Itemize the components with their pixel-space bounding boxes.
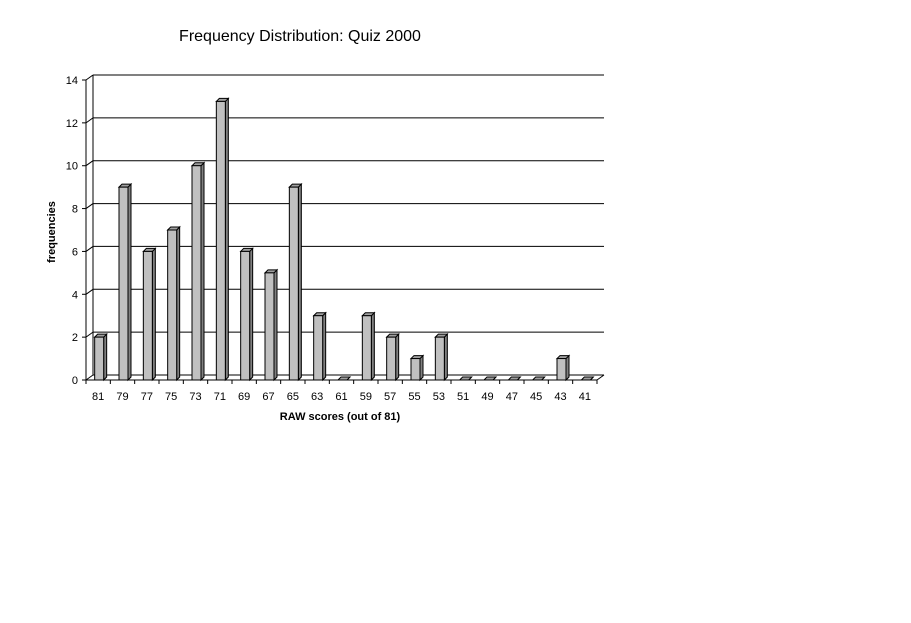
y-tick-label: 0 [72,375,78,387]
bar-front [386,336,397,381]
x-tick-label: 79 [116,391,128,403]
bar-front [191,165,202,381]
bar-81 [93,332,108,382]
bar-top [507,376,522,381]
y-tick-label: 12 [66,118,78,130]
bar-front [288,186,299,381]
bar-front [361,315,372,381]
y-tick-label: 4 [72,289,78,301]
x-axis-label: RAW scores (out of 81) [280,411,401,423]
x-tick-label: 77 [141,391,153,403]
x-tick-label: 57 [384,391,396,403]
x-tick-label: 65 [287,391,299,403]
y-tick-label: 8 [72,204,78,216]
y-tick-labels: 0 2 4 6 8 10 12 14 [66,75,78,387]
bar-front [556,358,567,381]
y-wall-tick [85,374,94,381]
bars [93,97,595,382]
bar-69 [239,247,254,382]
bar-63 [312,311,327,382]
floor-right-edge [596,374,605,381]
x-tick-label: 45 [530,391,542,403]
x-tick-label: 47 [506,391,518,403]
bar-front [167,229,178,381]
y-tick-label: 2 [72,332,78,344]
y-tick-label: 10 [66,161,78,173]
x-tick-label: 81 [92,391,104,403]
bar-55 [409,354,425,382]
bar-front [410,358,421,381]
x-tick-label: 59 [360,391,372,403]
bar-53 [434,332,449,382]
bar-41 [580,376,595,381]
bar-75 [166,225,181,382]
x-tick-label: 41 [579,391,591,403]
bar-45 [531,376,546,381]
bar-top [482,376,498,381]
bar-top [531,376,546,381]
x-tick-label: 75 [165,391,177,403]
y-wall-tick [85,117,94,124]
bar-front [215,100,226,381]
x-tick-label: 63 [311,391,323,403]
x-tick-label: 51 [457,391,469,403]
y-wall-tick [85,74,94,81]
bar-59 [361,311,376,382]
bar-top [336,376,352,381]
bar-front [434,336,445,381]
bar-77 [142,247,157,382]
x-tick-label: 69 [238,391,250,403]
y-tick-label: 6 [72,246,78,258]
bar-47 [507,376,522,381]
x-tick-label: 53 [433,391,445,403]
x-tick-label: 55 [408,391,420,403]
bar-73 [190,161,206,382]
bar-front [313,315,324,381]
x-tick-label: 49 [481,391,493,403]
y-wall-tick [85,331,94,338]
bar-43 [555,354,571,382]
x-tick-labels: 81 79 77 75 73 71 69 67 65 63 61 59 57 55 53 51 49 47 45 43… [85,380,598,403]
bar-65 [288,182,303,382]
bar-57 [385,332,400,382]
bar-61 [336,376,352,381]
bar-front [142,250,153,381]
chart-title: Frequency Distribution: Quiz 2000 [179,28,421,45]
bar-front [118,186,129,381]
bar-49 [482,376,498,381]
x-tick-label: 73 [189,391,201,403]
y-wall-tick [85,203,94,209]
y-wall-tick [85,160,94,167]
x-tick-label: 71 [214,391,226,403]
bar-67 [263,268,279,382]
x-tick-label: 67 [262,391,274,403]
y-tick-label: 14 [66,75,78,87]
bar-top [458,376,473,381]
y-wall-tick [85,288,94,295]
y-axis-label: frequencies [46,201,58,263]
y-wall-tick [85,246,94,252]
bar-71 [215,97,230,382]
x-tick-label: 61 [335,391,347,403]
axes [82,74,605,381]
bar-79 [117,182,133,382]
bar-51 [458,376,473,381]
x-tick-label: 43 [554,391,566,403]
bar-front [94,336,105,381]
bar-front [264,272,275,381]
bar-top [580,376,595,381]
bar-front [240,250,251,381]
